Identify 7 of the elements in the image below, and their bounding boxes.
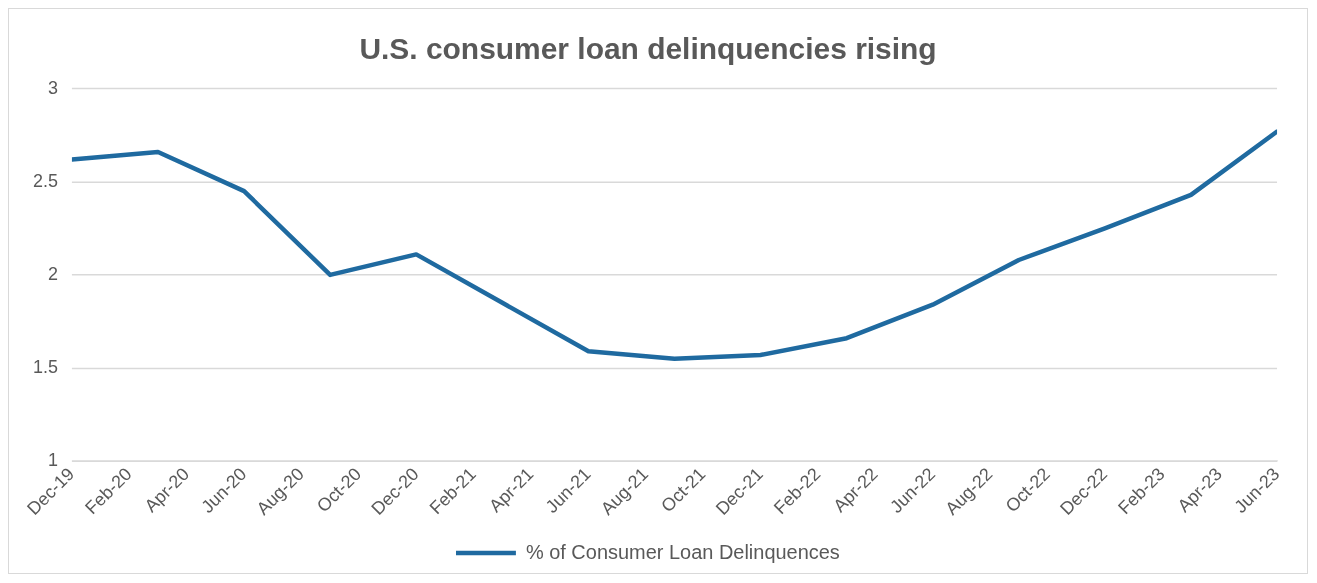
y-tick-label: 3: [47, 77, 58, 98]
y-tick-label: 1.5: [32, 356, 58, 377]
y-tick-label: 2.5: [32, 170, 58, 191]
chart-title: U.S. consumer loan delinquencies rising: [359, 32, 937, 66]
y-tick-label: 1: [47, 450, 58, 471]
legend-label: % of Consumer Loan Delinquences: [525, 540, 840, 563]
y-tick-label: 2: [47, 263, 58, 284]
